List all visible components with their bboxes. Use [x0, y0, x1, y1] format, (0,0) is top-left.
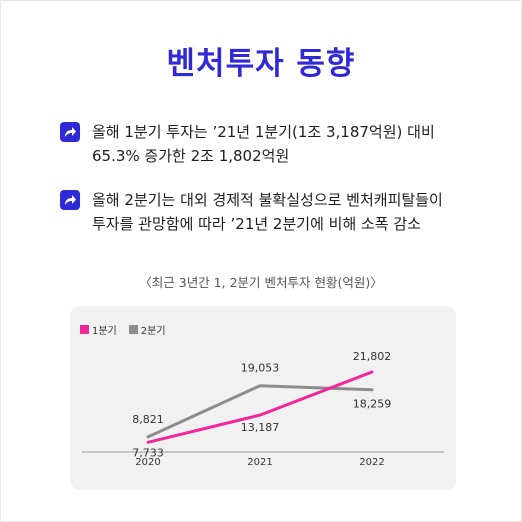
share-arrow-icon [60, 190, 80, 210]
series-line-q2 [146, 384, 374, 439]
x-tick-label: 2020 [135, 457, 160, 468]
data-label: 13,187 [241, 421, 280, 434]
bullet-line: 올해 1분기 투자는 ’21년 1분기(1조 3,187억원) 대비 [92, 123, 435, 141]
bullet-item: 올해 1분기 투자는 ’21년 1분기(1조 3,187억원) 대비 65.3%… [60, 120, 500, 168]
legend-item-q2: 2분기 [128, 322, 166, 337]
data-label: 21,802 [353, 350, 392, 363]
line-chart: 7,733 13,187 21,802 8,821 19,053 18,259 2020 20… [82, 350, 444, 468]
bullet-line: 65.3% 증가한 2조 1,802억원 [92, 147, 290, 165]
data-label: 18,259 [353, 398, 392, 411]
bullet-text: 올해 2분기는 대외 경제적 불확실성으로 벤처캐피탈들이 투자를 관망함에 따… [92, 188, 443, 236]
bullet-line: 투자를 관망함에 따라 ’21년 2분기에 비해 소폭 감소 [92, 215, 421, 233]
legend-item-q1: 1분기 [80, 322, 117, 337]
chart-title: 〈최근 3년간 1, 2분기 벤처투자 현황(억원)〉 [139, 275, 383, 290]
legend-label: 2분기 [140, 326, 166, 337]
legend-swatch-q2 [128, 325, 138, 334]
bullet-text: 올해 1분기 투자는 ’21년 1분기(1조 3,187억원) 대비 65.3%… [92, 120, 435, 168]
x-tick-label: 2021 [247, 457, 272, 468]
data-label: 7,733 [132, 446, 164, 459]
bullet-item: 올해 2분기는 대외 경제적 불확실성으로 벤처캐피탈들이 투자를 관망함에 따… [60, 188, 500, 236]
chart-card [70, 306, 456, 490]
legend-label: 1분기 [92, 326, 117, 337]
share-arrow-icon [60, 122, 80, 142]
data-label: 8,821 [132, 413, 164, 426]
chart-legend: 1분기 2분기 [80, 322, 178, 337]
x-tick-label: 2022 [359, 457, 384, 468]
page-title: 벤처투자 동향 [166, 46, 356, 82]
data-label: 19,053 [241, 362, 280, 375]
series-line-q1 [146, 370, 374, 444]
legend-swatch-q1 [80, 325, 89, 334]
bullet-line: 올해 2분기는 대외 경제적 불확실성으로 벤처캐피탈들이 [92, 191, 443, 209]
